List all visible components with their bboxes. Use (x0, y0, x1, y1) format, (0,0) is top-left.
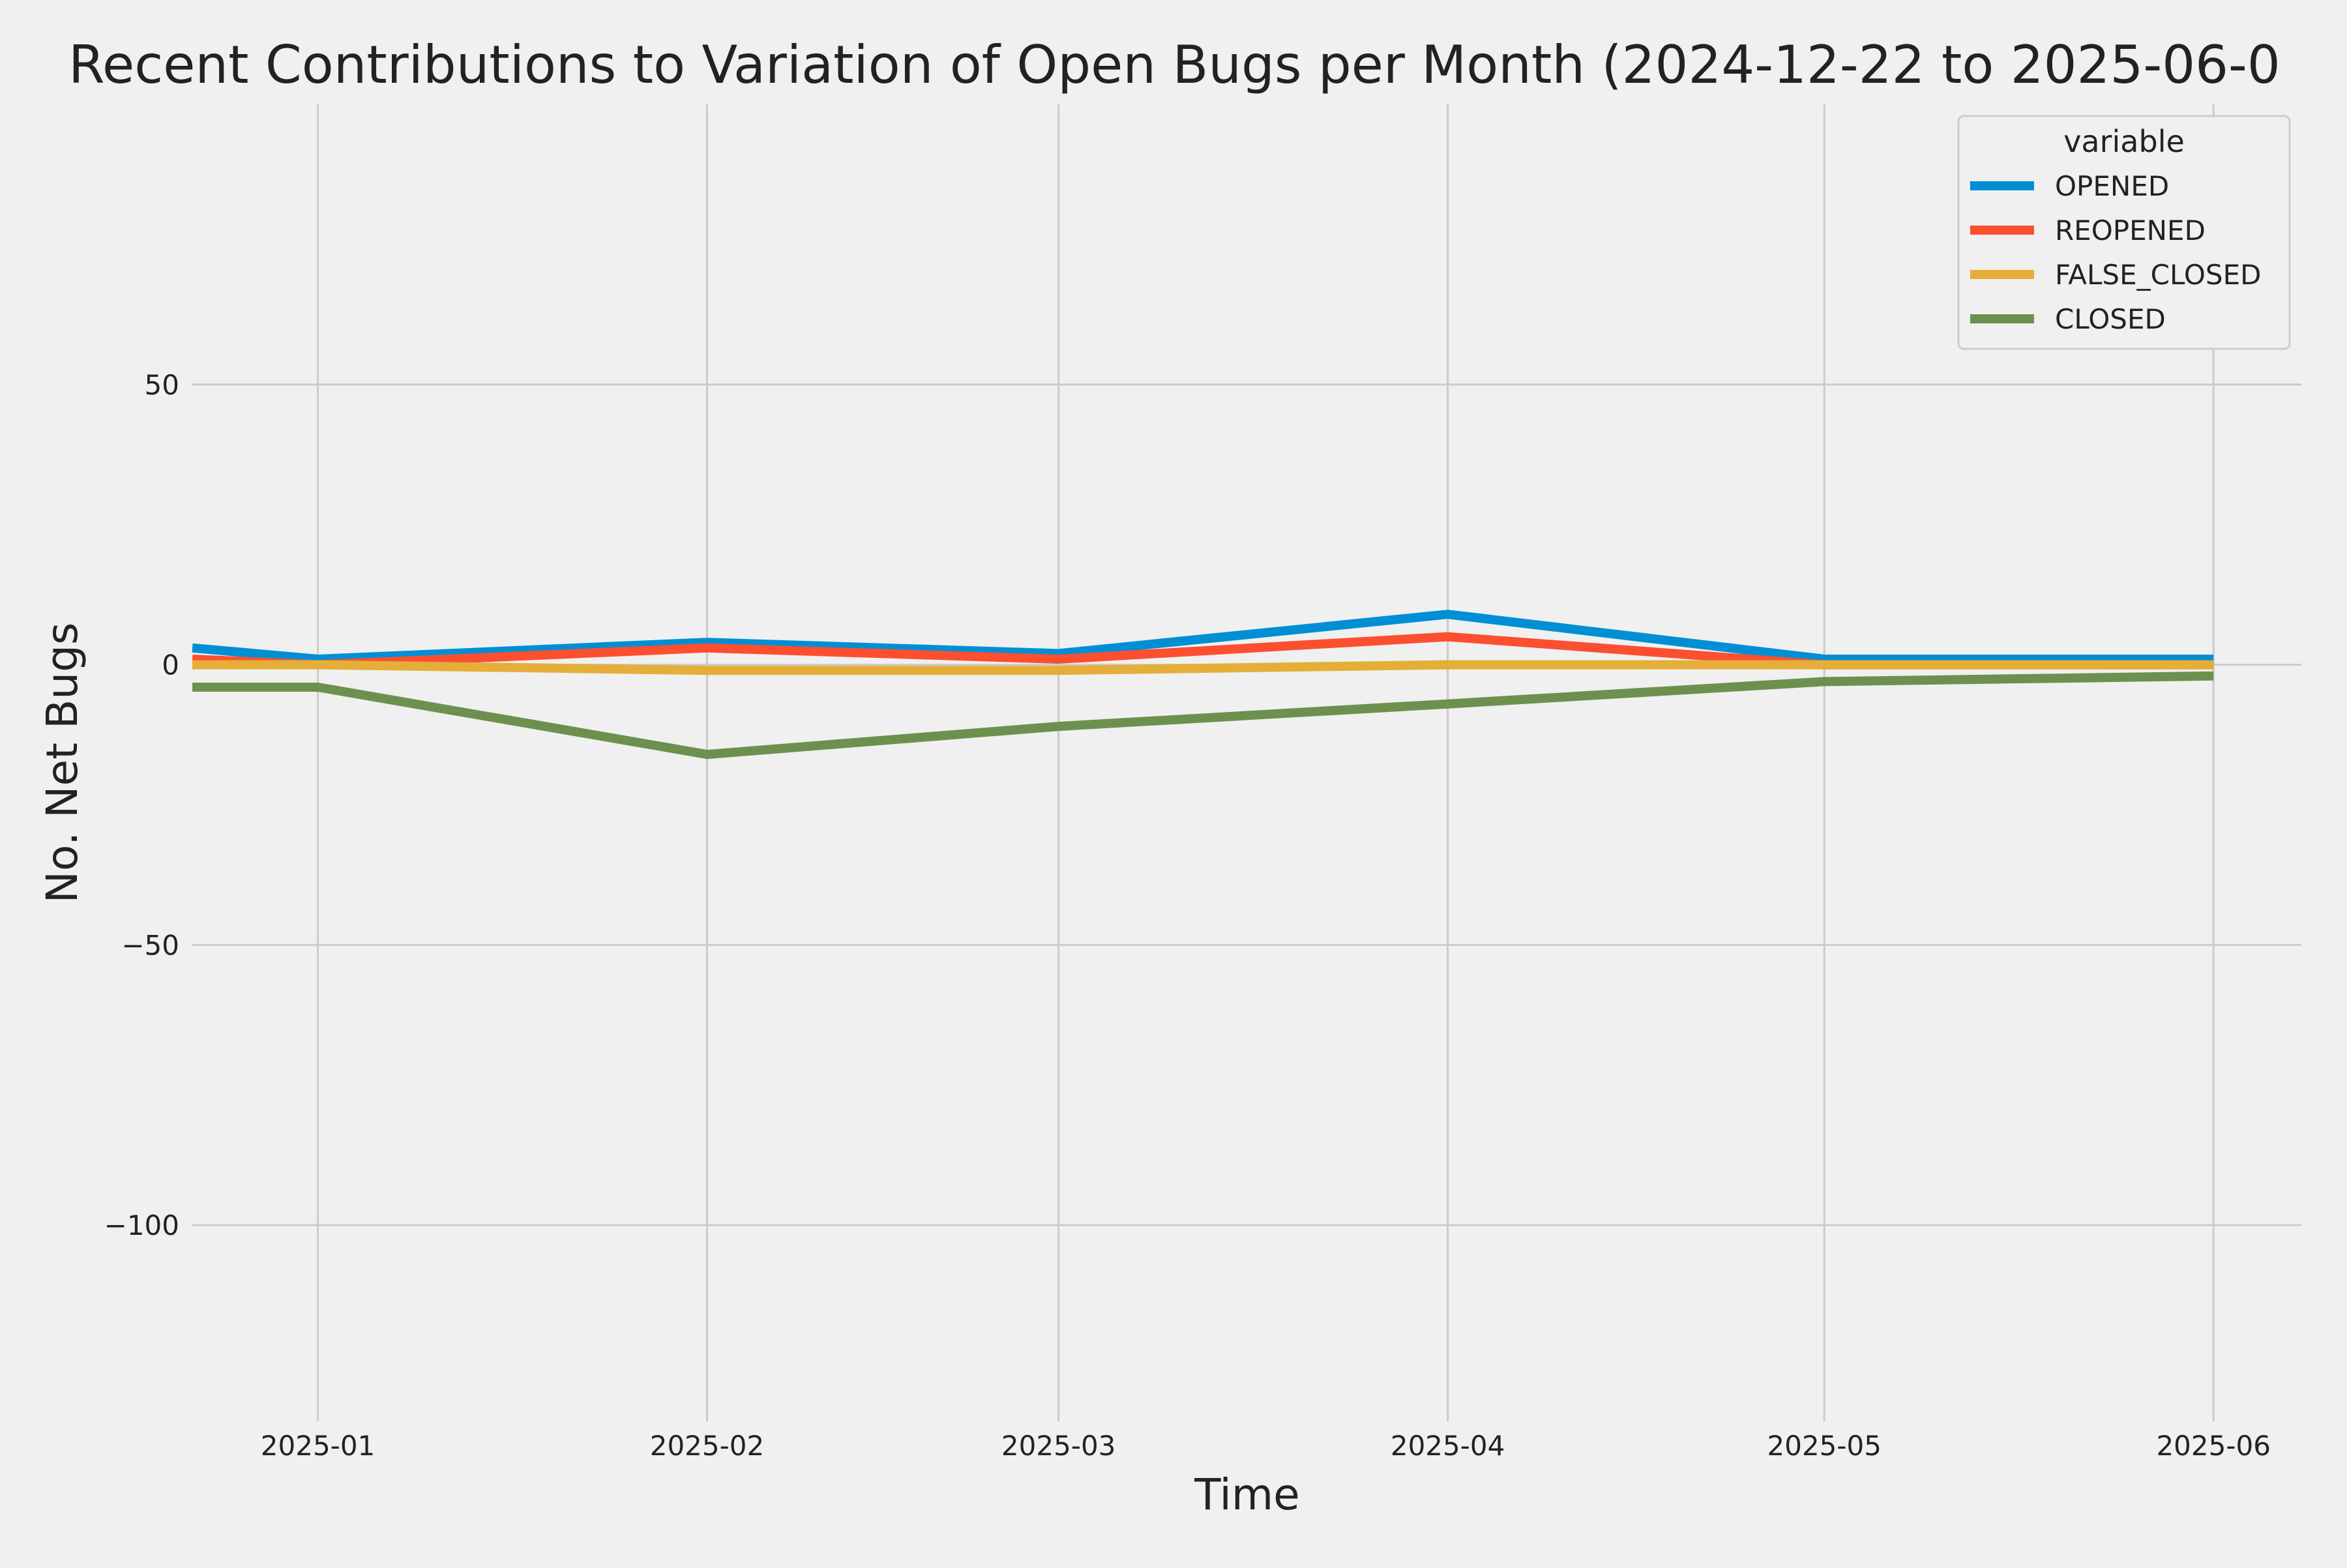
series-line-opened (192, 610, 2214, 664)
y-tick-label: 50 (145, 369, 179, 401)
y-tick-label: −100 (104, 1209, 179, 1241)
legend-label: FALSE_CLOSED (2055, 259, 2261, 291)
y-axis-ticks: 50 0 −50 −100 (104, 369, 179, 1241)
y-axis-label: No. Net Bugs (37, 623, 87, 904)
y-tick-label: −50 (121, 929, 179, 961)
x-tick-label: 2025-01 (261, 1430, 376, 1462)
legend-items: OPENED REOPENED FALSE_CLOSED CLOSED (1970, 170, 2261, 335)
legend-box (1957, 115, 2291, 350)
legend-label: REOPENED (2055, 214, 2206, 246)
x-tick-label: 2025-03 (1001, 1430, 1116, 1462)
x-tick-label: 2025-05 (1767, 1430, 1882, 1462)
legend: variable OPENED REOPENED FALSE_CLOSED CLOSE… (1957, 115, 2291, 350)
legend-title: variable (2063, 124, 2185, 159)
legend-label: CLOSED (2055, 303, 2166, 335)
x-axis-label: Time (1194, 1470, 1300, 1520)
x-tick-label: 2025-04 (1391, 1430, 1505, 1462)
series-line-closed (192, 671, 2214, 760)
x-axis-ticks: 2025-01 2025-02 2025-03 2025-04 2025-05 2025-… (261, 1430, 2271, 1462)
chart-title: Recent Contributions to Variation of Ope… (68, 35, 2281, 95)
series-lines (192, 610, 2214, 760)
y-tick-label: 0 (162, 649, 179, 681)
x-tick-label: 2025-02 (650, 1430, 765, 1462)
x-tick-label: 2025-06 (2156, 1430, 2271, 1462)
series-line-false-closed (192, 660, 2214, 675)
legend-label: OPENED (2055, 170, 2169, 202)
